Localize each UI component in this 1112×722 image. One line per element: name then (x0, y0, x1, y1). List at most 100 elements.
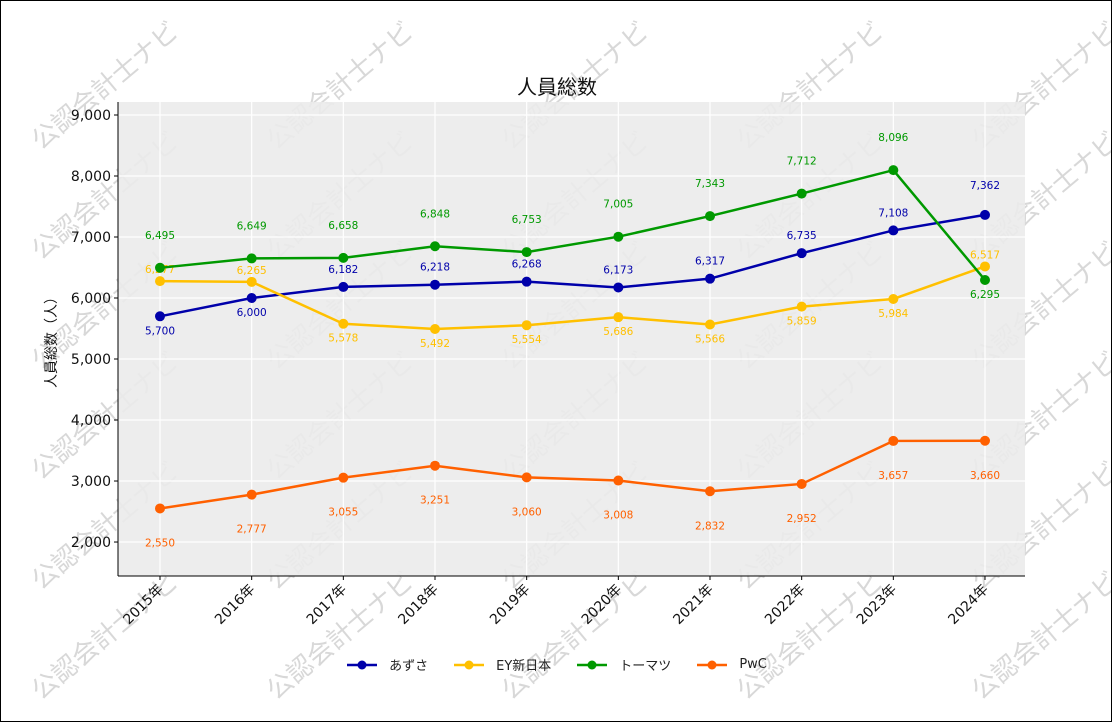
series-2: 6,495 6,649 6,658 6,848 6,753 7,005 7,343 7,712… (145, 132, 1000, 301)
series-line (159, 213, 986, 318)
data-point (980, 261, 990, 272)
legend-item: あずさ (347, 655, 428, 674)
data-point (613, 475, 624, 486)
data-point (705, 319, 715, 330)
data-label: 3,055 (328, 507, 358, 519)
data-label: 7,362 (970, 180, 1000, 192)
data-point (430, 460, 440, 471)
data-point (155, 276, 165, 287)
data-label: 5,578 (328, 333, 358, 345)
data-label: 3,660 (970, 470, 1000, 482)
data-label: 6,173 (603, 264, 633, 276)
data-label: 2,832 (695, 520, 725, 532)
data-label: 6,218 (420, 262, 450, 274)
data-point (521, 320, 532, 331)
data-label: 5,859 (787, 316, 817, 328)
legend: あずさ EY新日本 トーマツ PwC (1, 655, 1111, 674)
data-label: 2,550 (145, 537, 175, 549)
data-label: 5,554 (512, 334, 542, 346)
data-label: 6,495 (145, 230, 175, 242)
data-point (888, 435, 899, 446)
data-point (338, 252, 349, 263)
legend-marker (577, 660, 608, 669)
data-point (613, 282, 624, 293)
data-label: 3,657 (878, 470, 908, 482)
data-label: 2,952 (787, 513, 817, 525)
data-label: 6,517 (970, 249, 1000, 261)
y-tick-label: 4,000 (71, 413, 111, 429)
data-point (796, 301, 807, 312)
data-label: 8,096 (878, 132, 908, 144)
data-label: 6,317 (695, 256, 725, 268)
data-point (430, 241, 440, 252)
data-point (980, 435, 990, 446)
y-tick-label: 9,000 (71, 108, 111, 124)
y-axis-label: 人員総数（人） (44, 290, 60, 388)
data-label: 6,295 (970, 289, 1000, 301)
x-tick-label: 2021年 (670, 582, 716, 628)
x-tick-label: 2024年 (945, 582, 991, 628)
data-point (155, 503, 165, 514)
data-label: 6,268 (512, 259, 542, 271)
legend-label: EY新日本 (496, 659, 552, 674)
legend-marker (454, 660, 485, 669)
series-1: 6,2776,2655,5785,4925,5545,6865,5665,859… (145, 249, 1000, 350)
data-point (338, 281, 349, 292)
y-tick-label: 7,000 (71, 230, 111, 246)
data-point (796, 248, 807, 259)
data-point (521, 472, 532, 483)
data-label: 6,265 (237, 265, 267, 277)
data-point (980, 209, 990, 220)
data-label: 6,658 (328, 220, 358, 232)
plot-area (118, 102, 1025, 576)
data-label: 5,984 (878, 308, 908, 320)
data-point (430, 279, 440, 290)
x-tick-label: 2016年 (212, 582, 258, 628)
data-point (796, 188, 807, 199)
data-point (980, 275, 990, 286)
data-point (888, 293, 899, 304)
legend-item: トーマツ (577, 655, 671, 674)
data-point (705, 211, 715, 222)
data-label: 3,060 (512, 506, 542, 518)
series-line (159, 265, 986, 331)
data-point (155, 262, 165, 273)
series-line (159, 168, 986, 281)
data-label: 6,649 (237, 220, 267, 232)
data-label: 7,712 (787, 156, 817, 168)
data-label: 5,492 (420, 338, 450, 350)
data-point (246, 253, 257, 264)
data-point (246, 293, 257, 304)
data-point (521, 247, 532, 258)
data-label: 5,686 (603, 326, 633, 338)
data-label: 6,000 (237, 307, 267, 319)
data-label: 2,777 (237, 524, 267, 536)
data-point (613, 231, 624, 242)
data-point (796, 478, 807, 489)
data-label: 5,700 (145, 325, 175, 337)
data-label: 7,108 (878, 207, 908, 219)
data-point (430, 323, 440, 334)
data-label: 7,005 (603, 199, 633, 211)
data-point (521, 276, 532, 287)
legend-marker (347, 660, 378, 669)
data-point (888, 165, 899, 176)
data-point (338, 318, 349, 329)
data-label: 7,343 (695, 178, 725, 190)
y-tick-label: 8,000 (71, 169, 111, 185)
data-label: 6,735 (787, 230, 817, 242)
data-label: 6,753 (512, 214, 542, 226)
data-label: 6,182 (328, 264, 358, 276)
legend-label: PwC (739, 657, 767, 672)
data-point (246, 276, 257, 287)
data-point (705, 273, 715, 284)
y-tick-label: 6,000 (71, 291, 111, 307)
legend-marker (697, 660, 728, 669)
legend-label: トーマツ (619, 659, 672, 674)
data-point (338, 472, 349, 483)
data-label: 3,008 (603, 510, 633, 522)
legend-item: PwC (697, 655, 767, 674)
x-tick-label: 2022年 (762, 582, 808, 628)
